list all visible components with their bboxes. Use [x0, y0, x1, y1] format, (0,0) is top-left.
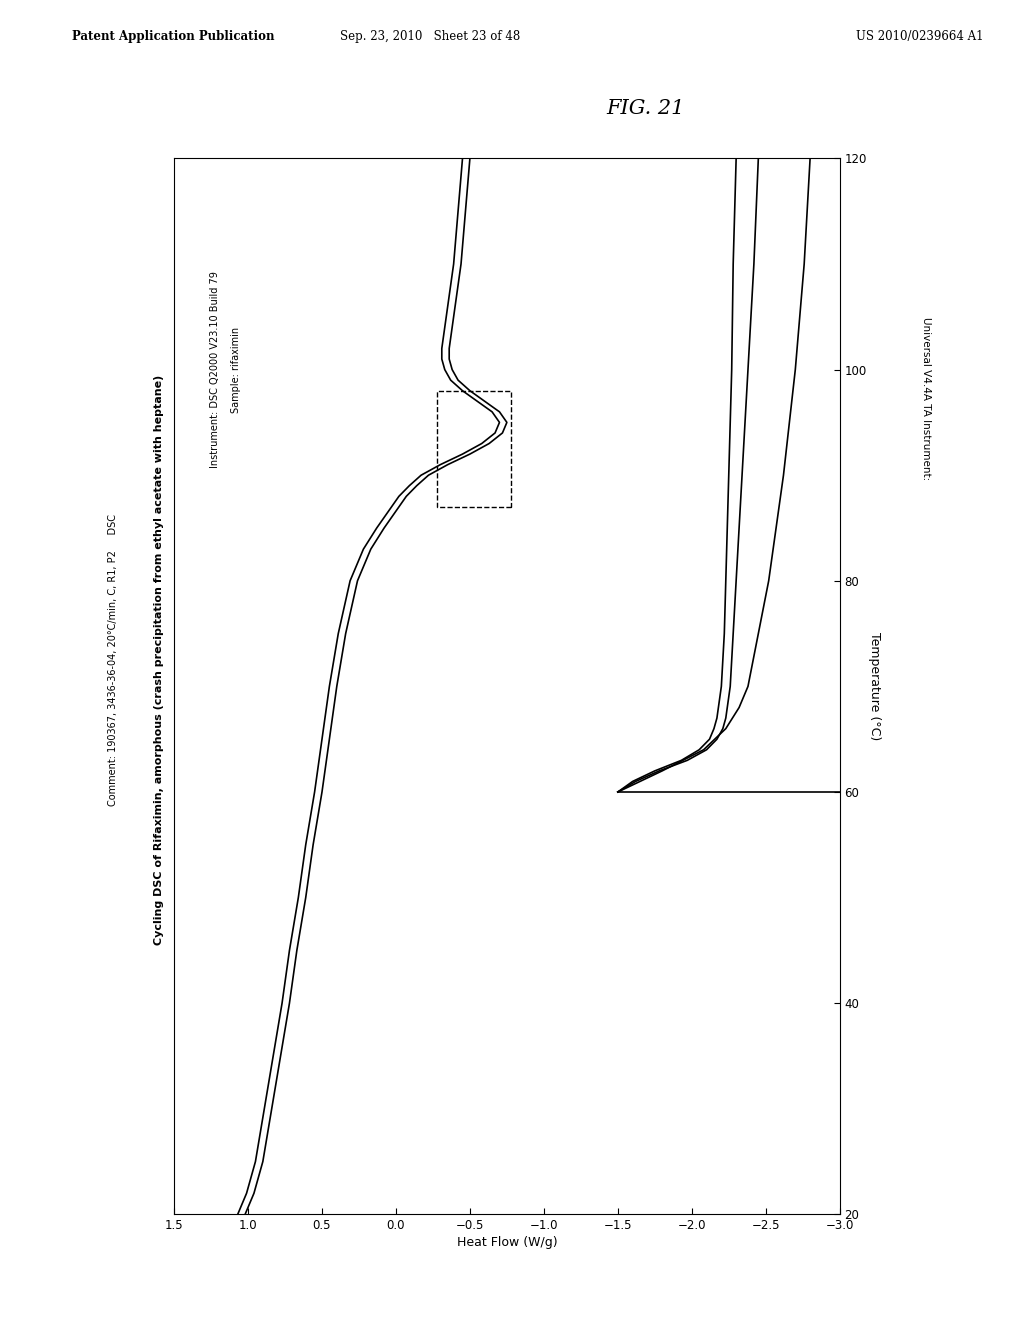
Text: FIG. 21: FIG. 21	[606, 99, 684, 117]
Text: Cycling DSC of Rifaximin, amorphous (crash precipitation from ethyl acetate with: Cycling DSC of Rifaximin, amorphous (cra…	[154, 375, 164, 945]
Text: Instrument: DSC Q2000 V23.10 Build 79: Instrument: DSC Q2000 V23.10 Build 79	[210, 271, 220, 469]
Text: US 2010/0239664 A1: US 2010/0239664 A1	[855, 30, 983, 44]
Text: Sample: rifaximin: Sample: rifaximin	[230, 326, 241, 413]
Text: Sep. 23, 2010   Sheet 23 of 48: Sep. 23, 2010 Sheet 23 of 48	[340, 30, 520, 44]
X-axis label: Heat Flow (W/g): Heat Flow (W/g)	[457, 1237, 557, 1250]
Bar	[437, 391, 511, 507]
Text: Universal V4.4A TA Instrument:: Universal V4.4A TA Instrument:	[922, 317, 931, 480]
Text: Patent Application Publication: Patent Application Publication	[72, 30, 274, 44]
Y-axis label: Temperature (°C): Temperature (°C)	[867, 632, 881, 741]
Text: Comment: 190367, 3436-36-04, 20°C/min, C, R1, P2     DSC: Comment: 190367, 3436-36-04, 20°C/min, C…	[108, 513, 118, 807]
